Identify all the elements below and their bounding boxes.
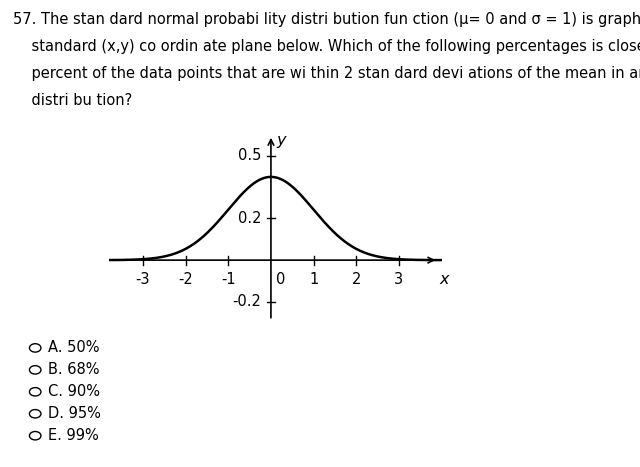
Text: 2: 2 (351, 272, 361, 287)
Text: -1: -1 (221, 272, 236, 287)
Text: percent of the data points that are wi thin 2 stan dard devi ations of the mean : percent of the data points that are wi t… (13, 66, 640, 81)
Text: y: y (276, 133, 286, 148)
Text: standard (x,y) co ordin ate plane below. Which of the following percentages is c: standard (x,y) co ordin ate plane below.… (13, 39, 640, 54)
Text: E. 99%: E. 99% (48, 428, 99, 443)
Text: -2: -2 (178, 272, 193, 287)
Text: -0.2: -0.2 (233, 294, 262, 309)
Text: 3: 3 (394, 272, 403, 287)
Text: 1: 1 (309, 272, 318, 287)
Text: D. 95%: D. 95% (48, 406, 101, 421)
Text: distri bu tion?: distri bu tion? (13, 93, 132, 108)
Text: -3: -3 (136, 272, 150, 287)
Text: 0.5: 0.5 (238, 149, 262, 163)
Text: 0: 0 (276, 272, 286, 287)
Text: A. 50%: A. 50% (48, 340, 99, 355)
Text: C. 90%: C. 90% (48, 384, 100, 399)
Text: B. 68%: B. 68% (48, 362, 99, 377)
Text: 0.2: 0.2 (238, 211, 262, 226)
Text: x: x (440, 272, 449, 287)
Text: 57. The stan dard normal probabi lity distri bution fun ction (μ= 0 and σ = 1) i: 57. The stan dard normal probabi lity di… (13, 12, 640, 27)
